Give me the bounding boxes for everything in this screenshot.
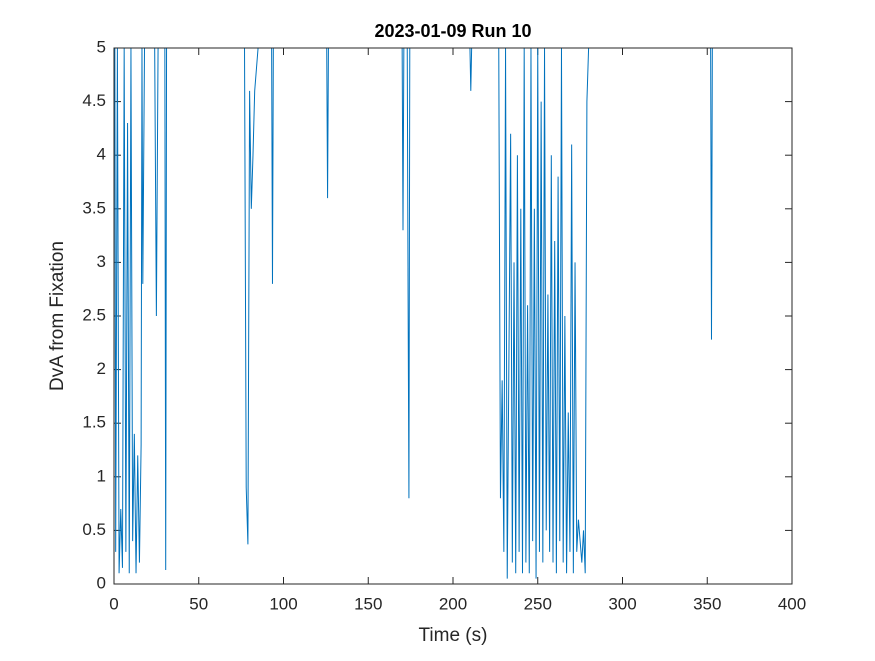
data-line: [114, 47, 713, 579]
x-tick-label: 350: [693, 594, 721, 613]
y-tick-label: 1: [97, 466, 106, 485]
x-tick-label: 100: [269, 594, 297, 613]
x-tick-label: 250: [524, 594, 552, 613]
y-tick-label: 0.5: [82, 520, 106, 539]
chart-title: 2023-01-09 Run 10: [374, 21, 531, 41]
y-tick-label: 4: [97, 145, 106, 164]
y-tick-label: 4.5: [82, 91, 106, 110]
y-tick-label: 0: [97, 573, 106, 592]
y-tick-label: 1.5: [82, 413, 106, 432]
y-tick-label: 2.5: [82, 305, 106, 324]
x-tick-label: 0: [109, 594, 118, 613]
x-axis-label: Time (s): [419, 625, 488, 646]
y-tick-label: 5: [97, 37, 106, 56]
x-tick-label: 300: [608, 594, 636, 613]
x-tick-label: 50: [189, 594, 208, 613]
y-tick-label: 3: [97, 252, 106, 271]
y-tick-label: 2: [97, 359, 106, 378]
y-axis-label: DvA from Fixation: [47, 241, 68, 391]
x-tick-label: 400: [778, 594, 806, 613]
x-tick-label: 150: [354, 594, 382, 613]
y-tick-label: 3.5: [82, 198, 106, 217]
x-tick-label: 200: [439, 594, 467, 613]
axes-box: [113, 47, 793, 585]
plot-area: [114, 48, 792, 584]
